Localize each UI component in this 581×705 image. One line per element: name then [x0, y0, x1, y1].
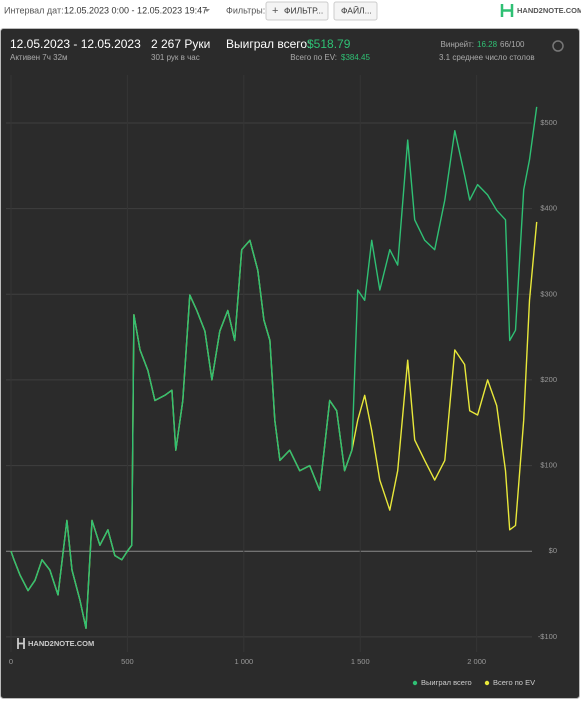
y-tick-label: $300 — [540, 289, 557, 298]
legend-marker — [484, 680, 490, 686]
x-tick-label: 1 500 — [351, 657, 370, 666]
x-tick-label: 500 — [121, 657, 134, 666]
tables: 3.1 среднее число столов — [439, 53, 535, 62]
y-tick-label: $400 — [540, 204, 557, 213]
series-line — [10, 106, 538, 629]
filters-label: Фильтры: — [226, 5, 265, 15]
plus-icon: + — [272, 5, 278, 17]
ev-label: Всего по EV: — [290, 53, 337, 62]
file-button[interactable] — [333, 1, 378, 21]
x-tick-label: 2 000 — [467, 657, 486, 666]
legend-label: Выиграл всего — [421, 678, 472, 687]
logo: HAND2NOTE.COM — [517, 6, 581, 15]
filter-button-label: ФИЛЬТР... — [284, 5, 323, 15]
file-button-label: ФАЙЛ... — [341, 4, 372, 15]
y-tick-label: $200 — [540, 375, 557, 384]
date-range[interactable]: 12.05.2023 0:00 - 12.05.2023 19:47 — [64, 5, 207, 15]
watermark: HAND2NOTE.COM — [28, 639, 94, 648]
watermark-icon — [17, 638, 25, 649]
settings-icon[interactable] — [552, 40, 564, 52]
y-tick-label: $100 — [540, 461, 557, 470]
y-tick-label: $500 — [540, 118, 557, 127]
ev-value: $384.45 — [341, 53, 370, 62]
legend-label: Всего по EV — [493, 678, 535, 687]
winrate-label: Винрейт: — [441, 40, 474, 49]
x-tick-label: 1 000 — [234, 657, 253, 666]
date-label: Интервал дат: — [4, 5, 64, 15]
y-tick-label: -$100 — [538, 632, 557, 641]
active-time: Активен 7ч 32м — [10, 53, 68, 62]
filter-button[interactable] — [265, 1, 329, 21]
hands: 2 267 Руки — [151, 37, 210, 51]
period: 12.05.2023 - 12.05.2023 — [10, 37, 141, 51]
won-label: Выиграл всего: — [226, 37, 310, 51]
hands-rate: 301 рук в час — [151, 53, 200, 62]
logo-icon — [500, 4, 514, 17]
plot: -$100 $0 $100 $200 $300 $400 $500 0 500 1 000 1 50… — [6, 75, 557, 687]
won-value: $518.79 — [307, 37, 351, 51]
y-tick-label: $0 — [549, 546, 557, 555]
chart-panel — [0, 28, 580, 699]
winrate-hands: 66/100 — [500, 40, 525, 49]
winrate-value: 16.28 — [477, 40, 498, 49]
dropdown-arrow[interactable] — [204, 9, 210, 12]
legend-marker — [412, 680, 418, 686]
x-tick-label: 0 — [9, 657, 13, 666]
